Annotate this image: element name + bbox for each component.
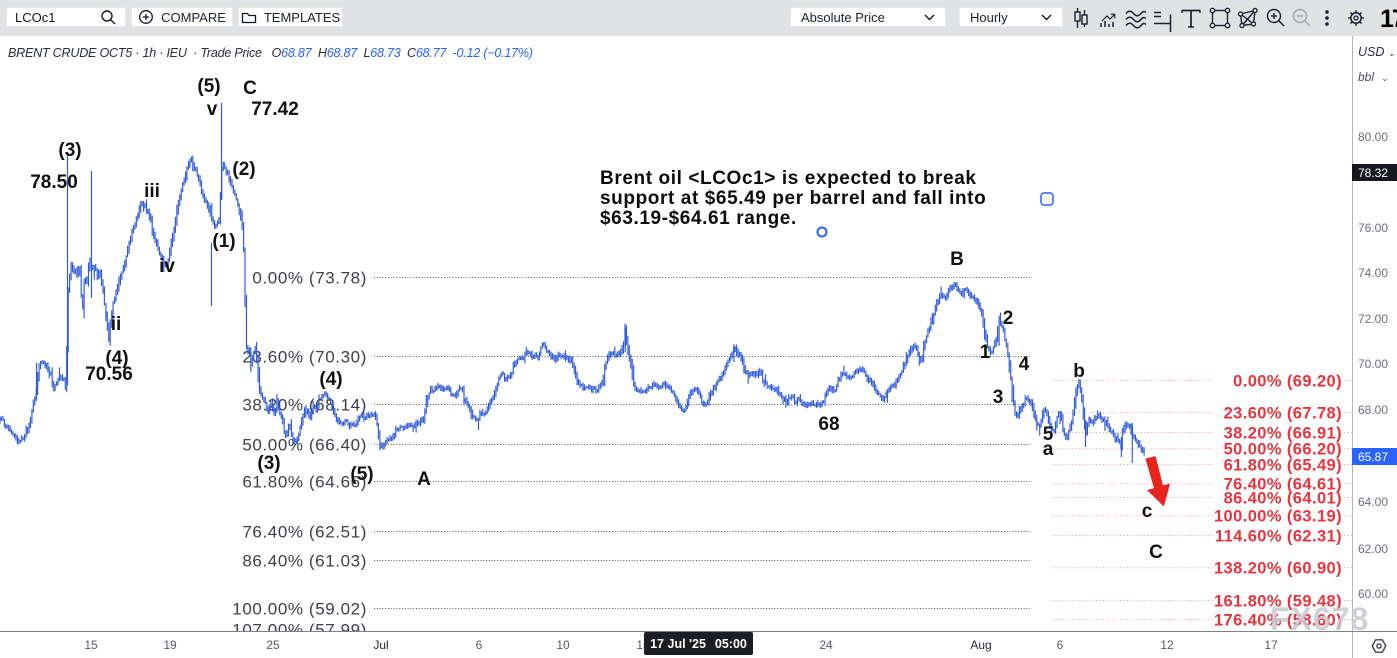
svg-text:138.20% (60.90): 138.20% (60.90) xyxy=(1214,560,1342,578)
svg-text:(3): (3) xyxy=(58,140,81,161)
svg-text:161.80% (59.48): 161.80% (59.48) xyxy=(1214,592,1342,610)
svg-text:61.80% (65.49): 61.80% (65.49) xyxy=(1224,457,1342,475)
svg-text:76.40% (62.51): 76.40% (62.51) xyxy=(242,523,367,542)
svg-text:1: 1 xyxy=(980,342,991,363)
svg-text:(4): (4) xyxy=(319,369,342,390)
svg-text:78.50: 78.50 xyxy=(30,172,78,193)
svg-text:23.60% (70.30): 23.60% (70.30) xyxy=(242,348,367,367)
svg-text:68: 68 xyxy=(818,414,839,435)
svg-text:23.60% (67.78): 23.60% (67.78) xyxy=(1224,405,1342,423)
svg-text:107.00% (57.99): 107.00% (57.99) xyxy=(232,621,367,640)
svg-text:A: A xyxy=(417,469,431,490)
svg-text:70.56: 70.56 xyxy=(85,364,133,385)
svg-text:61.80% (64.66): 61.80% (64.66) xyxy=(242,473,367,492)
svg-text:v: v xyxy=(207,99,218,120)
svg-text:176.40% (58.60): 176.40% (58.60) xyxy=(1214,612,1342,630)
svg-text:C: C xyxy=(1149,542,1163,563)
svg-text:support at $65.49 per barrel a: support at $65.49 per barrel and fall in… xyxy=(600,188,986,209)
svg-text:4: 4 xyxy=(1019,354,1030,375)
svg-text:(2): (2) xyxy=(232,159,255,180)
svg-text:76.40% (64.61): 76.40% (64.61) xyxy=(1224,476,1342,494)
svg-text:86.40% (61.03): 86.40% (61.03) xyxy=(242,552,367,571)
svg-text:114.60% (62.31): 114.60% (62.31) xyxy=(1215,528,1342,546)
svg-text:FX678: FX678 xyxy=(1270,601,1369,637)
svg-text:86.40% (64.01): 86.40% (64.01) xyxy=(1224,490,1342,508)
svg-text:c: c xyxy=(1142,501,1153,522)
svg-text:Brent oil <LCOc1> is expected: Brent oil <LCOc1> is expected to break xyxy=(600,168,977,189)
svg-text:50.00% (66.20): 50.00% (66.20) xyxy=(1224,441,1342,459)
svg-text:(4): (4) xyxy=(105,348,128,369)
svg-text:C: C xyxy=(243,78,257,99)
svg-text:(3): (3) xyxy=(257,453,280,474)
svg-text:a: a xyxy=(1043,439,1054,460)
svg-text:$63.19-$64.61 range.: $63.19-$64.61 range. xyxy=(600,208,797,229)
svg-text:3: 3 xyxy=(993,387,1004,408)
svg-text:(5): (5) xyxy=(350,464,373,485)
svg-text:100.00% (59.02): 100.00% (59.02) xyxy=(232,600,367,619)
svg-text:38.20% (66.91): 38.20% (66.91) xyxy=(1224,425,1342,443)
svg-text:77.42: 77.42 xyxy=(251,99,299,120)
svg-text:iv: iv xyxy=(159,256,175,277)
svg-text:ii: ii xyxy=(111,314,122,335)
svg-text:2: 2 xyxy=(1003,308,1014,329)
svg-text:50.00% (66.40): 50.00% (66.40) xyxy=(242,436,367,455)
svg-text:100.00% (63.19): 100.00% (63.19) xyxy=(1214,508,1342,526)
svg-text:(5): (5) xyxy=(197,76,220,97)
svg-text:b: b xyxy=(1073,361,1085,382)
svg-text:17: 17 xyxy=(1380,5,1397,32)
svg-text:5: 5 xyxy=(1043,424,1054,445)
svg-text:0.00% (73.78): 0.00% (73.78) xyxy=(252,269,367,288)
svg-text:B: B xyxy=(950,249,964,270)
svg-text:iii: iii xyxy=(144,181,160,202)
svg-text:0.00% (69.20): 0.00% (69.20) xyxy=(1233,373,1342,391)
svg-text:(1): (1) xyxy=(212,231,235,252)
